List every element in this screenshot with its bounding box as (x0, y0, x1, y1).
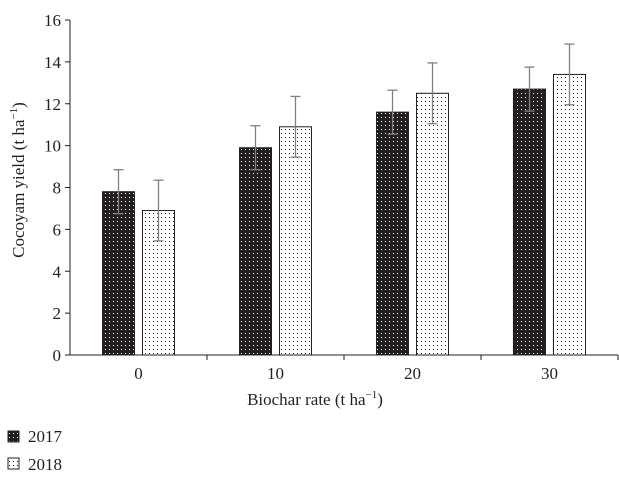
legend-label-2018: 2018 (28, 455, 62, 474)
y-tick-label: 14 (44, 53, 62, 72)
legend: 2017 2018 (7, 427, 63, 474)
x-ticks: 0 10 20 30 (134, 355, 619, 383)
bar-2017-0 (102, 191, 135, 356)
y-tick-label: 4 (53, 262, 62, 281)
y-tick-label: 8 (53, 179, 62, 198)
y-tick-label: 16 (44, 11, 61, 30)
legend-swatch-2017 (7, 430, 20, 443)
x-tick-label: 0 (134, 364, 143, 383)
y-tick-label: 12 (44, 95, 61, 114)
bar-2017-30 (513, 88, 546, 356)
x-axis-title: Biochar rate (t ha−1) (247, 389, 383, 409)
y-ticks: 0 2 4 6 8 10 12 14 16 (44, 11, 70, 365)
y-tick-label: 2 (53, 304, 62, 323)
x-tick-label: 20 (404, 364, 421, 383)
bar-2017-10 (239, 147, 272, 356)
y-tick-label: 0 (53, 346, 62, 365)
y-tick-label: 6 (53, 220, 62, 239)
error-bars-layer (113, 43, 575, 242)
bar-2018-20 (416, 92, 449, 356)
bars-layer (102, 73, 586, 356)
bar-2017-20 (376, 111, 409, 356)
bar-2018-10 (279, 126, 312, 356)
legend-swatch-2018 (7, 457, 20, 470)
x-tick-label: 30 (541, 364, 558, 383)
y-tick-label: 10 (44, 137, 61, 156)
x-tick-label: 10 (267, 364, 284, 383)
bar-2018-30 (553, 73, 586, 356)
legend-label-2017: 2017 (28, 427, 63, 446)
y-axis-title: Cocoyam yield (t ha−1) (8, 102, 28, 258)
